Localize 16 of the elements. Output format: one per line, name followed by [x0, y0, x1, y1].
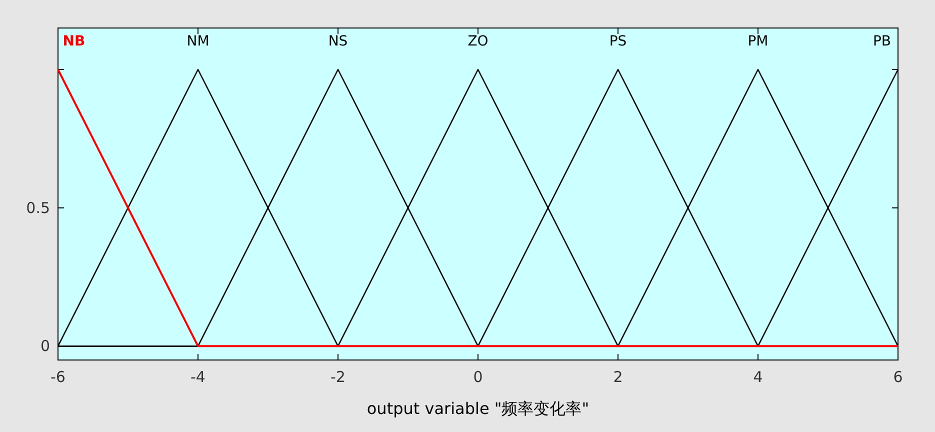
legend-label: PS	[609, 34, 627, 50]
x-tick-label: 6	[893, 368, 903, 386]
series-label: PB	[872, 34, 892, 50]
x-tick-label: 2	[613, 368, 623, 386]
x-tick-label: 0	[473, 368, 483, 386]
x-axis-title: output variable "频率变化率"	[366, 399, 590, 418]
x-tick-label: -6	[50, 368, 66, 386]
x-tick-label: 4	[753, 368, 763, 386]
y-tick-label: 0.5	[26, 198, 50, 217]
legend-label: NM	[186, 34, 210, 50]
legend-label: PM	[748, 34, 768, 50]
x-tick-label: -2	[330, 368, 346, 386]
series-label: NB	[62, 34, 86, 50]
legend-label: NS	[328, 34, 348, 50]
legend-label: ZO	[468, 34, 488, 50]
x-tick-label: -4	[190, 368, 206, 386]
